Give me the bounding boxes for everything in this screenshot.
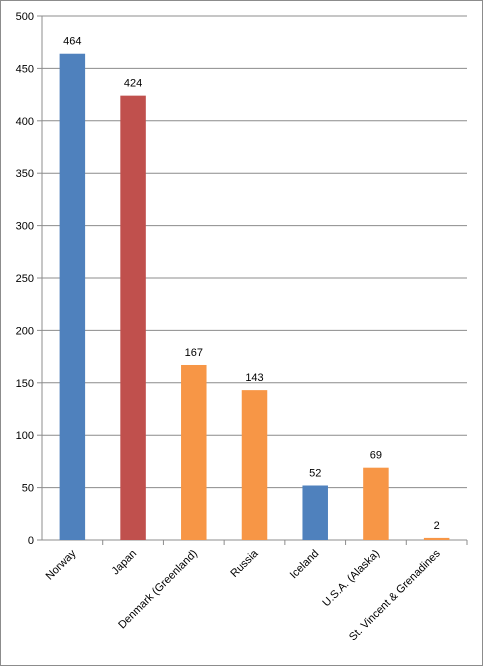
y-tick-label: 350: [16, 168, 34, 180]
y-tick-label: 150: [16, 378, 34, 390]
y-tick-label: 250: [16, 273, 34, 285]
y-tick-label: 100: [16, 430, 34, 442]
y-tick-label: 450: [16, 63, 34, 75]
bar: [120, 95, 146, 540]
bar: [59, 53, 86, 541]
y-tick-label: 50: [22, 483, 34, 495]
x-tick-label: U.S.A. (Alaska): [320, 548, 382, 610]
data-label: 2: [434, 520, 440, 532]
data-label: 464: [63, 36, 81, 48]
x-tick-label: Iceland: [288, 548, 322, 582]
data-label: 143: [245, 372, 263, 384]
data-label: 69: [370, 450, 382, 462]
y-tick-label: 200: [16, 325, 34, 337]
bar: [302, 485, 328, 540]
x-tick-label: Japan: [110, 548, 140, 578]
data-label: 424: [124, 78, 142, 90]
bar: [241, 390, 268, 540]
y-tick-label: 500: [16, 11, 34, 23]
bar: [181, 364, 207, 540]
bar: [363, 467, 389, 540]
x-tick-label: Russia: [228, 547, 261, 580]
data-label: 52: [309, 468, 321, 480]
y-tick-label: 300: [16, 221, 34, 233]
bar: [423, 537, 450, 540]
y-tick-label: 0: [28, 535, 34, 547]
y-tick-label: 400: [16, 116, 34, 128]
data-label: 167: [185, 347, 203, 359]
x-tick-label: Norway: [44, 547, 79, 582]
